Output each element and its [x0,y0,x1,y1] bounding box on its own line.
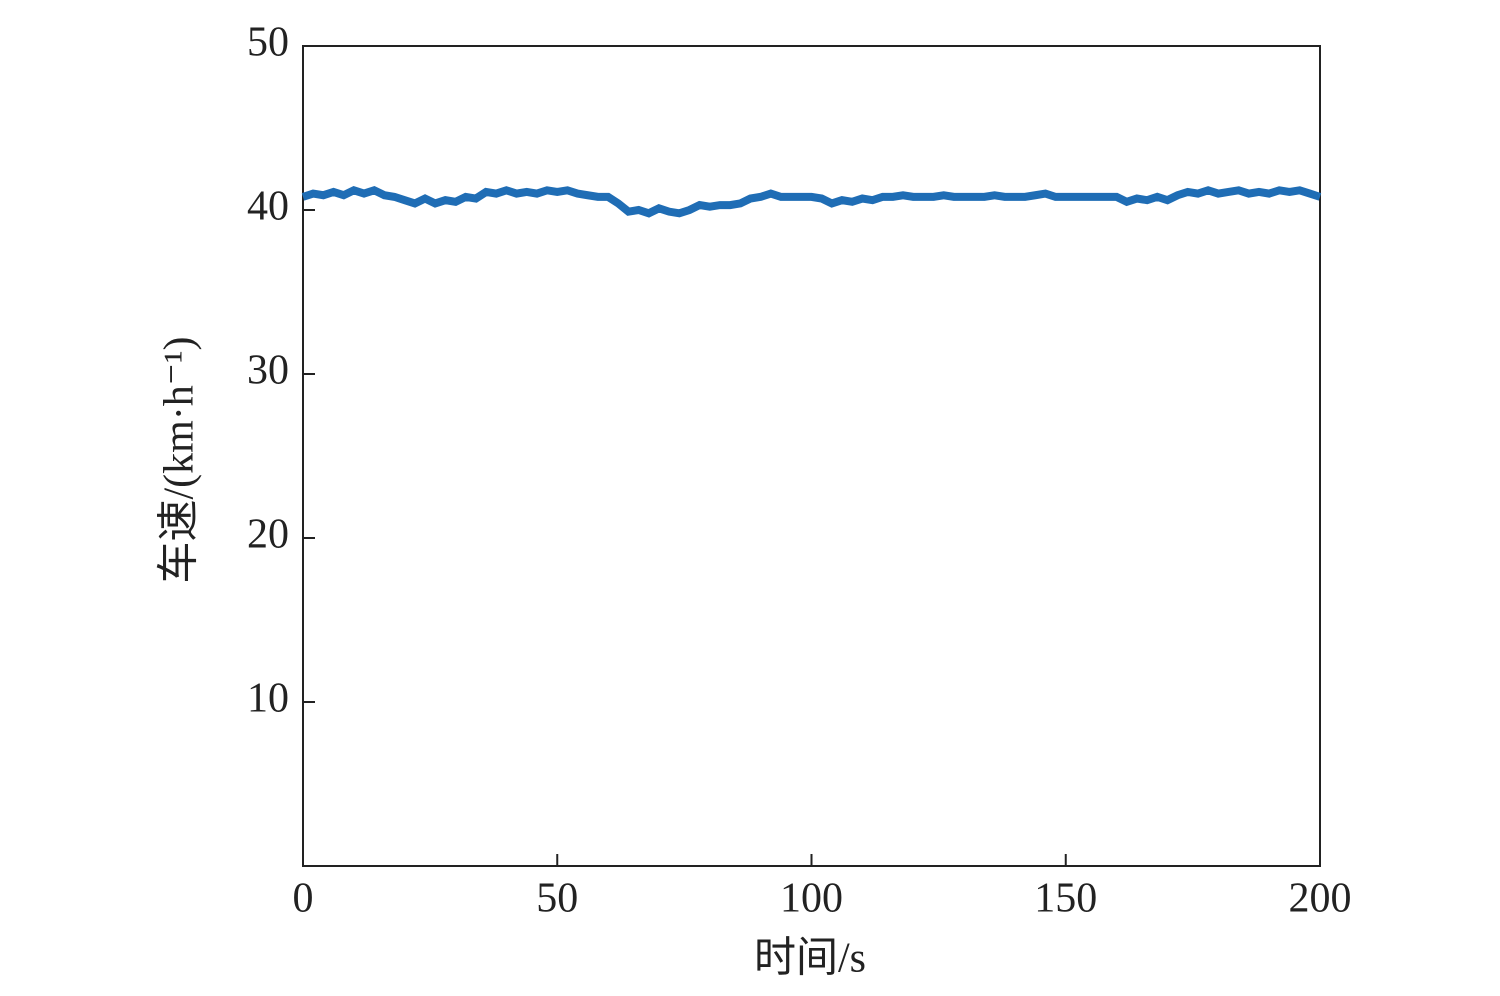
x-tick-label: 150 [1034,876,1097,922]
x-tick-label: 100 [780,876,843,922]
plot-frame [302,45,1321,867]
x-axis-label: 时间/s [754,936,866,982]
y-tick-label: 40 [247,184,289,230]
y-tick-label: 30 [247,348,289,394]
speed-line [301,186,1322,218]
x-tick-label: 0 [293,876,314,922]
y-tick-label: 50 [247,20,289,66]
y-axis-label: 车速/(km·h⁻¹) [157,336,203,583]
x-tick-label: 200 [1289,876,1352,922]
y-tick-label: 20 [247,512,289,558]
x-tick-label: 50 [536,876,578,922]
y-tick-label: 10 [247,676,289,722]
